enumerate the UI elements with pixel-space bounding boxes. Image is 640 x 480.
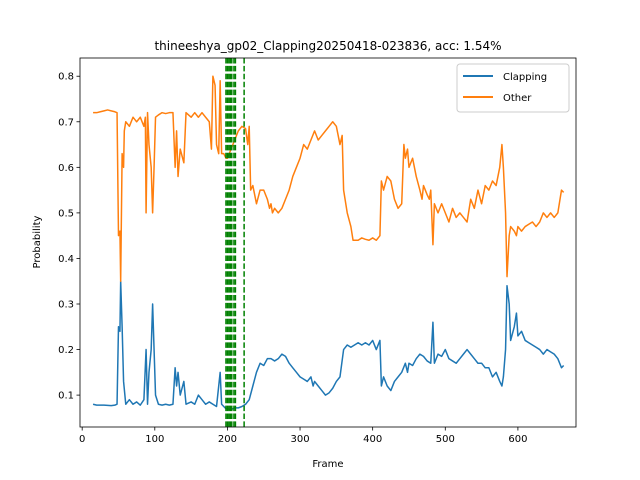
x-tick-label: 400 [363, 434, 382, 445]
x-axis: 0 100 200 300 400 500 600 [79, 427, 527, 445]
x-tick-label: 300 [290, 434, 309, 445]
legend-label-clapping: Clapping [503, 72, 547, 83]
y-tick-label: 0.8 [58, 72, 74, 83]
x-axis-label: Frame [312, 459, 343, 470]
y-tick-label: 0.5 [58, 208, 74, 219]
x-tick-label: 0 [79, 434, 85, 445]
x-tick-label: 600 [508, 434, 527, 445]
series-line-clapping [92, 280, 565, 411]
x-tick-label: 100 [145, 434, 164, 445]
series-line-other [93, 75, 565, 282]
y-tick-label: 0.2 [58, 345, 74, 356]
legend: Clapping Other [456, 63, 570, 113]
legend-label-other: Other [503, 93, 532, 104]
y-axis: 0.1 0.2 0.3 0.4 0.5 0.6 0.7 0.8 [58, 72, 80, 402]
vertical-markers [225, 58, 245, 427]
chart-title: thineeshya_gp02_Clapping20250418-023836,… [154, 39, 501, 53]
y-axis-label: Probability [32, 215, 43, 268]
y-tick-label: 0.7 [58, 117, 74, 128]
series-lines [92, 75, 565, 411]
x-tick-label: 200 [218, 434, 237, 445]
y-tick-label: 0.4 [58, 254, 74, 265]
y-tick-label: 0.6 [58, 163, 74, 174]
plot-area-frame [79, 57, 577, 428]
y-tick-label: 0.3 [58, 300, 74, 311]
y-tick-label: 0.1 [58, 391, 74, 402]
x-tick-label: 500 [436, 434, 455, 445]
